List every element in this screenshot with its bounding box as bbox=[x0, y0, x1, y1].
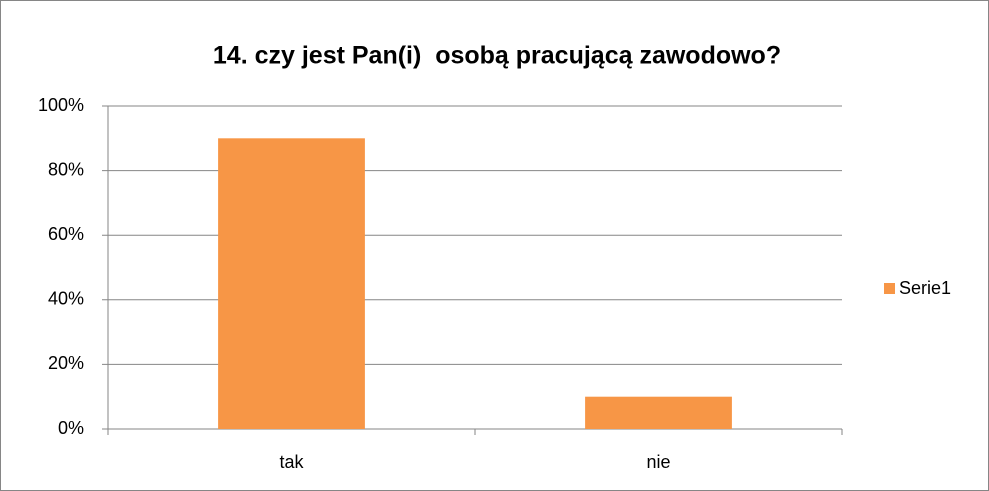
x-tick-label: tak bbox=[279, 452, 304, 472]
x-tick-label: nie bbox=[646, 452, 670, 472]
y-tick-label: 0% bbox=[58, 418, 84, 438]
bar bbox=[585, 396, 732, 429]
y-tick-label: 100% bbox=[38, 95, 84, 115]
chart-title: 14. czy jest Pan(i) osobą pracującą zawo… bbox=[213, 42, 781, 70]
legend-swatch bbox=[884, 283, 895, 294]
y-tick-label: 80% bbox=[48, 159, 84, 179]
bar bbox=[218, 138, 365, 430]
y-tick-label: 60% bbox=[48, 224, 84, 244]
y-tick-label: 20% bbox=[48, 353, 84, 373]
y-tick-label: 40% bbox=[48, 289, 84, 309]
legend-label: Serie1 bbox=[899, 278, 951, 298]
